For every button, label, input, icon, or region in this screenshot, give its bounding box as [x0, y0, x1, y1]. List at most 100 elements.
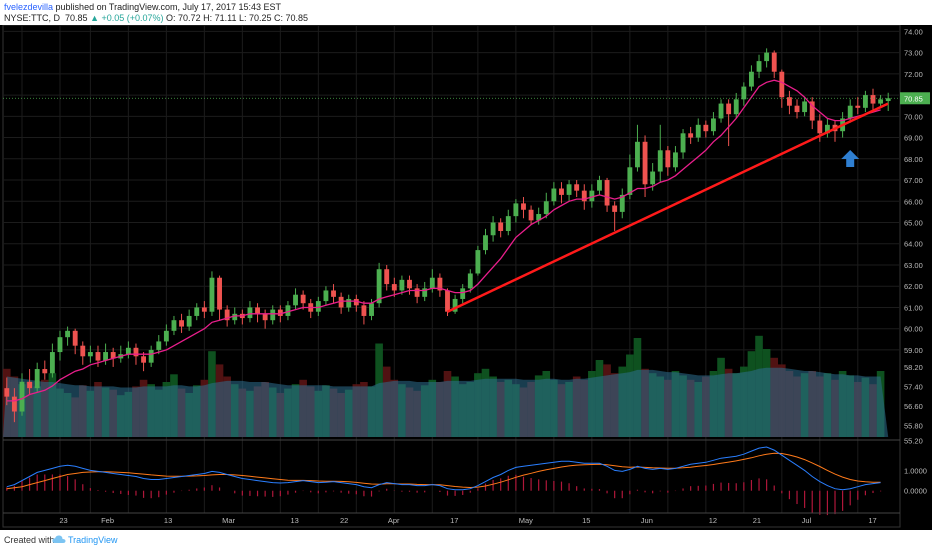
candle [4, 377, 10, 406]
candle-body [95, 352, 101, 361]
candle [87, 345, 93, 363]
candle [217, 275, 222, 321]
candle-body [270, 309, 276, 321]
candle-body [665, 150, 671, 168]
candle-body [384, 269, 390, 285]
candle [665, 146, 671, 176]
candle-body [194, 307, 200, 316]
candle-body [566, 184, 572, 195]
price-axis-label: 55.20 [904, 437, 923, 446]
candle [521, 197, 526, 219]
time-axis-label: 13 [290, 516, 298, 525]
candle-body [612, 205, 618, 212]
candle [293, 288, 298, 310]
last-price-badge-label: 70.85 [904, 94, 923, 103]
candle-body [437, 277, 443, 291]
candle-body [642, 141, 648, 185]
price-axis-label: 69.00 [904, 134, 923, 143]
candle [19, 373, 25, 416]
candle-body [163, 330, 169, 342]
time-axis-label: 13 [164, 516, 172, 525]
candle-body [315, 301, 321, 312]
candle-body [422, 288, 428, 297]
candle-body [391, 284, 397, 291]
candle-body [399, 279, 405, 291]
time-axis-label: Apr [388, 516, 400, 525]
candle-body [34, 369, 40, 389]
symbol-label: NYSE:TTC, D [4, 13, 61, 23]
candle-body [209, 277, 215, 312]
symbol-line: NYSE:TTC, D 70.85 ▲ +0.05 (+0.07%) O: 70… [4, 13, 308, 23]
candle [817, 114, 823, 142]
candle-body [688, 133, 694, 138]
candle-body [255, 307, 260, 314]
candle-body [148, 349, 154, 363]
candle-body [695, 124, 701, 138]
ohlc-low: L: 70.25 [238, 13, 272, 23]
candle [711, 112, 716, 136]
candle-body [536, 214, 542, 221]
last-price-badge [900, 92, 930, 105]
candle [498, 218, 504, 238]
candle [300, 290, 306, 310]
price-axis-label: 61.00 [904, 303, 923, 312]
candle [148, 345, 154, 367]
candle [57, 330, 63, 361]
candle [581, 184, 587, 210]
price-axis-label: 59.00 [904, 346, 923, 355]
author-link[interactable]: fvelezdevilla [4, 2, 54, 12]
candle [163, 324, 169, 346]
candle [125, 341, 131, 359]
time-axis-label: May [519, 516, 533, 525]
time-axis-label: 17 [868, 516, 876, 525]
candle-body [300, 294, 306, 304]
candle [201, 301, 207, 319]
candle-body [528, 209, 534, 221]
candle-body [141, 356, 146, 363]
candle [741, 82, 747, 106]
candle [376, 262, 382, 308]
chart-header: fvelezdevilla published on TradingView.c… [0, 0, 932, 25]
tradingview-link[interactable]: TradingView [68, 535, 118, 545]
candle [285, 301, 291, 321]
candle [414, 284, 420, 304]
candle [34, 362, 40, 393]
candle [422, 281, 428, 302]
candle-body [285, 305, 291, 316]
candle-body [809, 101, 815, 121]
candle-body [247, 307, 253, 319]
candle [627, 154, 633, 200]
candle [885, 92, 891, 112]
volume-ma-area [3, 367, 889, 437]
candle-body [786, 97, 792, 106]
candle [749, 65, 754, 91]
candle-body [103, 352, 109, 361]
candle [756, 54, 762, 79]
candle [42, 360, 48, 380]
ohlc-high: H: 71.11 [203, 13, 237, 23]
candle-body [80, 345, 86, 357]
time-axis-label: Mar [222, 516, 235, 525]
candle-body [650, 171, 656, 185]
candle [103, 343, 109, 365]
candle [27, 369, 33, 395]
candle-body [483, 235, 488, 251]
candle-body [802, 101, 808, 113]
chart-background [0, 25, 932, 530]
candle [346, 294, 352, 312]
candle-body [338, 296, 344, 308]
candle [338, 292, 344, 314]
time-axis-label: Jul [802, 516, 812, 525]
ohlc-close: C: 70.85 [274, 13, 309, 23]
candle [589, 184, 595, 208]
candle [574, 180, 580, 198]
candle-body [331, 290, 336, 297]
candle-body [87, 352, 93, 357]
candle-body [232, 313, 238, 321]
candle-body [293, 294, 298, 306]
candle-body [521, 203, 526, 210]
price-axis-label: 56.60 [904, 402, 923, 411]
candle [179, 313, 184, 333]
candle [483, 228, 488, 255]
